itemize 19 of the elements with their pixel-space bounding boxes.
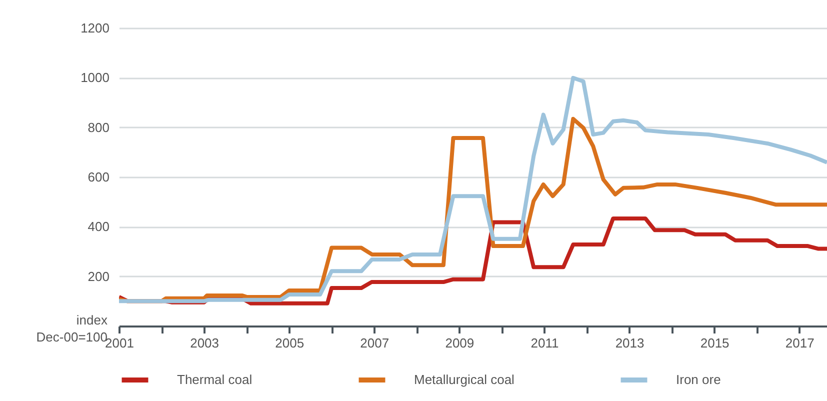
legend-label: Thermal coal: [177, 372, 252, 387]
legend-label: Metallurgical coal: [414, 372, 515, 387]
y-axis-title: index Dec-00=100: [36, 312, 108, 344]
x-tick-label: 2017: [785, 336, 814, 350]
x-tick-label: 2015: [700, 336, 730, 350]
legend-label: Iron ore: [676, 372, 721, 387]
x-tick-label: 2007: [360, 336, 390, 350]
x-tick-label: 2005: [275, 336, 304, 350]
line-series: [119, 76, 827, 304]
y-tick-label: 200: [88, 268, 110, 284]
y-tick-label: 600: [88, 170, 110, 184]
x-tick-label: 2013: [615, 336, 644, 350]
x-tick-label: 2011: [530, 336, 559, 350]
x-tick-label: 2009: [445, 336, 474, 350]
y-tick-label: 400: [88, 219, 110, 234]
x-tick-label: 2003: [190, 336, 220, 350]
y-tick-label: 800: [88, 120, 110, 135]
y-tick-label: 1000: [80, 70, 110, 86]
y-tick-label: 1200: [80, 20, 110, 36]
